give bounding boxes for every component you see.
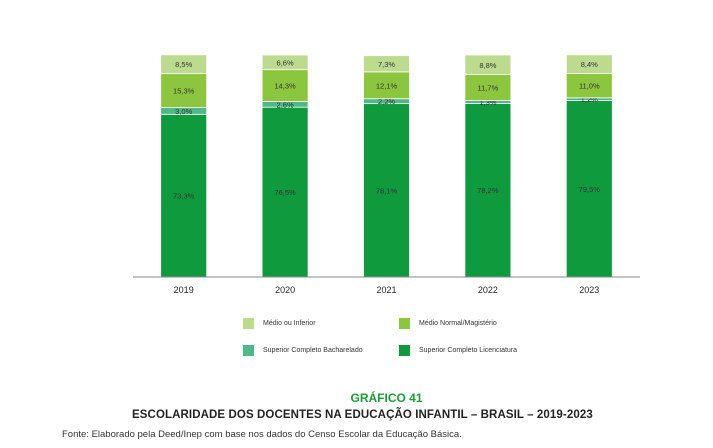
data-label: 2,2% [378,97,395,106]
data-label: 8,5% [175,60,192,69]
chart-legend: Médio ou Inferior Médio Normal/Magistéri… [243,318,603,362]
data-label: 1,3% [479,98,496,107]
data-label: 7,3% [378,60,395,69]
legend-item-medio-inferior: Médio ou Inferior [243,318,316,329]
bar-segment [565,54,613,74]
data-label: 6,6% [277,58,294,67]
bar-segment [261,54,309,71]
data-label: 78,1% [376,186,398,195]
data-label: 8,8% [479,61,496,70]
bar-segment [160,54,208,75]
legend-label: Médio Normal/Magistério [419,320,497,327]
x-tick-label: 2023 [579,285,599,295]
data-label: 78,2% [477,186,499,195]
bar-segment [363,71,410,100]
bar-segment [565,73,613,99]
x-tick-label: 2021 [376,285,396,295]
data-label: 3,0% [175,107,192,116]
bar-segment [565,100,613,278]
data-label: 11,7% [478,84,499,93]
data-label: 76,5% [274,188,296,197]
chart-source: Fonte: Elaborado pela Deed/Inep com base… [62,429,462,440]
legend-swatch [243,318,254,329]
x-tick-label: 2022 [478,285,498,295]
legend-swatch [243,345,254,356]
legend-label: Superior Completo Licenciatura [419,347,518,354]
data-label: 11,0% [579,82,600,91]
bar-segment [160,73,208,109]
data-label: 1,2% [581,95,598,104]
chart-title: ESCOLARIDADE DOS DOCENTES NA EDUCAÇÃO IN… [132,409,593,421]
stacked-bar-chart: 73,3% 3,0% 15,3% 8,5% 2019 76,5% 2,6% 14,3% 6,6%… [133,54,640,295]
data-label: 12,1% [376,81,398,90]
bar-segment [363,55,410,73]
data-label: 79,5% [579,185,601,194]
data-label: 73,3% [173,192,195,201]
graphic-number: GRÁFICO 41 [350,391,423,405]
bar-segment [464,74,512,101]
bar-segment [363,103,410,278]
legend-item-medio-normal: Médio Normal/Magistério [399,318,497,329]
x-tick-label: 2020 [275,285,295,295]
legend-swatch [399,345,410,356]
legend-label: Médio ou Inferior [263,320,316,327]
legend-swatch [399,318,410,329]
bar-segment [160,113,208,278]
legend-label: Superior Completo Bacharelado [263,347,363,354]
x-tick-label: 2019 [174,285,194,295]
legend-item-superior-bacharelado: Superior Completo Bacharelado [243,345,363,356]
data-label: 14,3% [274,82,296,91]
data-label: 15,3% [173,87,195,96]
bar-segment [261,69,309,102]
data-label: 2,6% [277,100,294,109]
legend-item-superior-licenciatura: Superior Completo Licenciatura [399,345,517,356]
data-label: 8,4% [581,60,598,69]
bar-segment [464,54,512,75]
